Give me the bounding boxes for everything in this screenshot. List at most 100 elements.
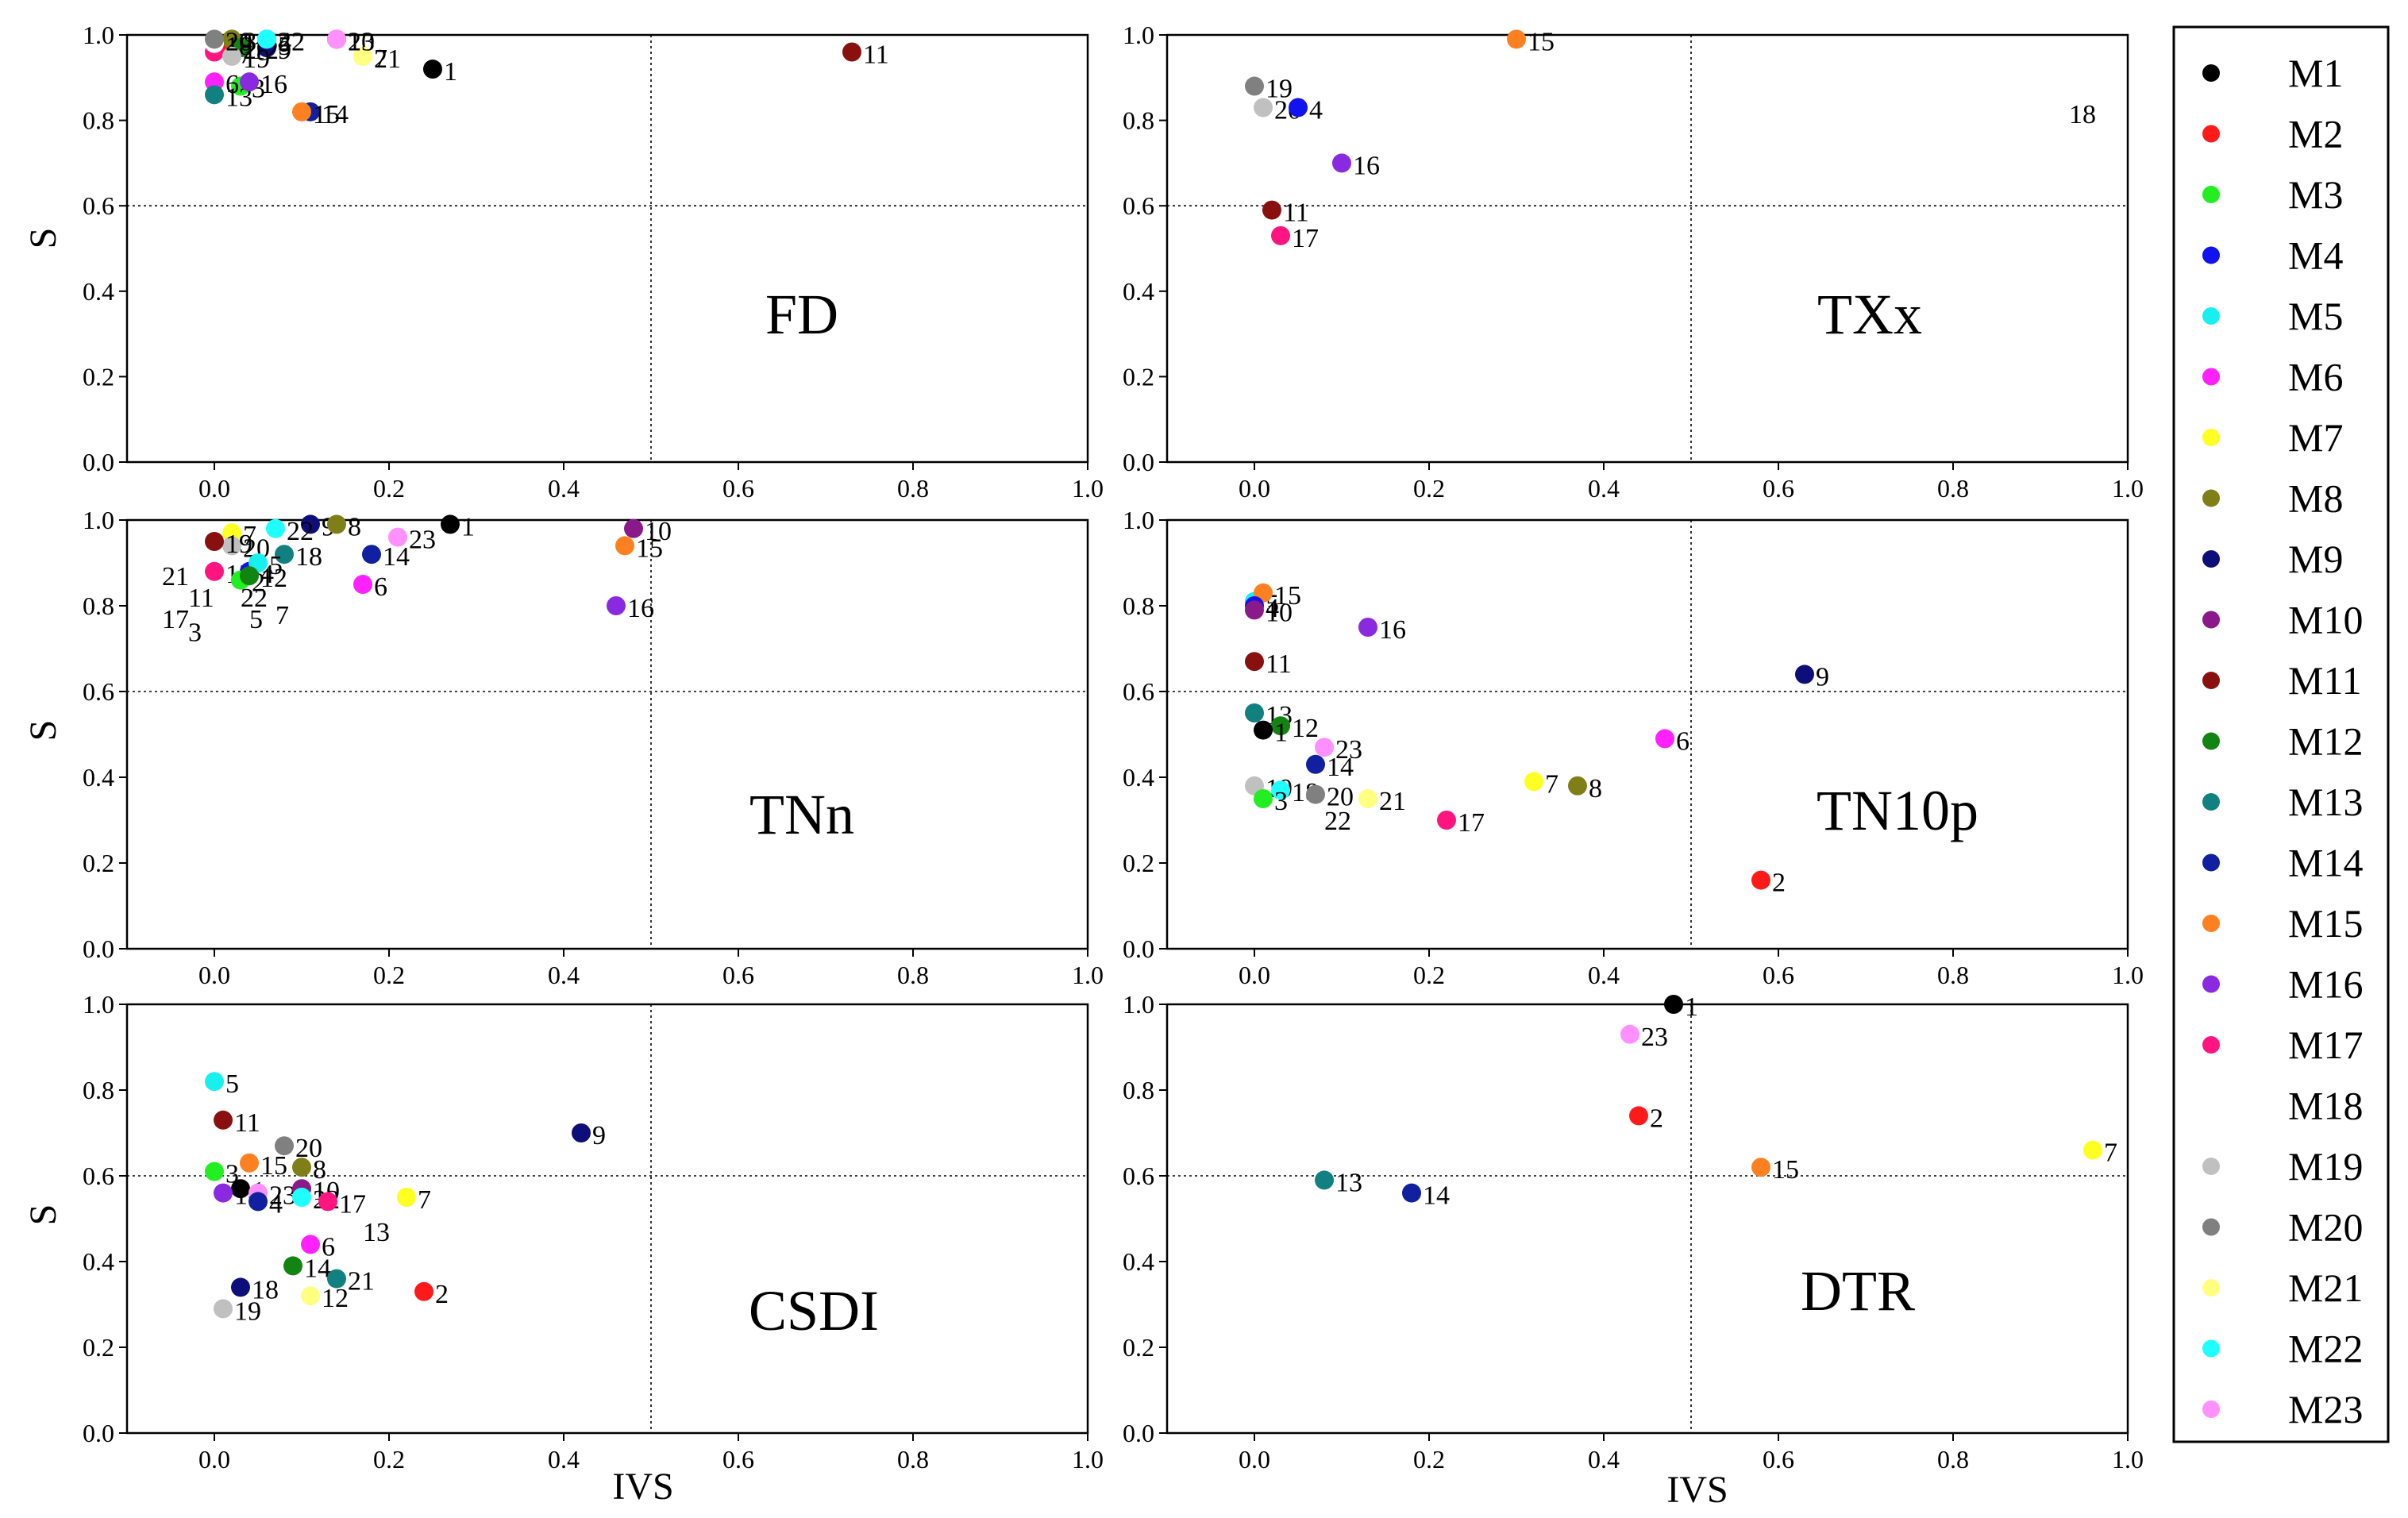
legend-label-m17: M17 xyxy=(2288,1023,2363,1067)
legend-label-m2: M2 xyxy=(2288,112,2343,156)
point-m23 xyxy=(388,527,407,547)
x-tick-label: 1.0 xyxy=(1072,474,1104,503)
point-m19 xyxy=(222,46,241,66)
y-tick-label: 0.0 xyxy=(1123,448,1154,476)
point-label: 19 xyxy=(1266,75,1293,104)
point-m22 xyxy=(292,1188,311,1207)
point-m13 xyxy=(1315,1170,1334,1190)
legend-label-m11: M11 xyxy=(2288,658,2362,703)
x-tick-label: 0.0 xyxy=(198,1445,230,1474)
x-tick-label: 0.0 xyxy=(1239,474,1270,503)
point-m17 xyxy=(318,1192,337,1212)
point-m17 xyxy=(205,561,224,581)
point-label: 2 xyxy=(435,1280,449,1309)
point-m3 xyxy=(205,1162,224,1181)
legend-label-m6: M6 xyxy=(2288,355,2343,399)
x-tick-label: 0.8 xyxy=(897,1445,929,1474)
y-tick-label: 0.6 xyxy=(83,677,114,706)
x-tick-label: 1.0 xyxy=(2112,961,2144,989)
legend: M1 M2 M3 M4 M5 M6 M7 M8 M9 M10 M11 M12 M13 M14 M15 M16 M… xyxy=(2172,25,2390,1443)
legend-marker-m8 xyxy=(2202,489,2220,507)
point-m2 xyxy=(1751,870,1770,890)
y-tick-label: 0.0 xyxy=(83,448,114,476)
x-tick-label: 0.6 xyxy=(722,961,754,989)
x-tick-label: 0.2 xyxy=(373,1445,405,1474)
point-label: 6 xyxy=(374,572,387,602)
point-label: 5 xyxy=(269,551,283,580)
x-tick-label: 0.6 xyxy=(722,1445,754,1474)
point-m17 xyxy=(1271,225,1290,245)
y-tick-label: 0.4 xyxy=(1123,1247,1154,1276)
point-label: 7 xyxy=(1545,769,1558,799)
y-tick-label: 0.6 xyxy=(83,1162,114,1190)
y-tick-label: 1.0 xyxy=(83,506,114,534)
point-label: 15 xyxy=(313,100,340,129)
x-tick-label: 0.2 xyxy=(373,961,405,989)
x-tick-label: 0.2 xyxy=(1413,1445,1445,1474)
legend-marker-m2 xyxy=(2202,125,2220,143)
x-tick-label: 0.6 xyxy=(1763,1445,1794,1474)
panel-csdi: 0.0 0.2 0.4 0.6 0.8 1.0 0.0 0.2 0.4 0.6 0.8 1.0 CSDI… xyxy=(83,990,1104,1474)
legend-marker-m16 xyxy=(2202,975,2220,993)
plot-area xyxy=(125,518,1089,950)
point-label: 10 xyxy=(645,517,672,546)
y-tick-label: 0.8 xyxy=(83,106,114,135)
panel-dtr: 0.0 0.2 0.4 0.6 0.8 1.0 0.0 0.2 0.4 0.6 0.8 1.0 DTR 1… xyxy=(1123,990,2144,1474)
point-label: 14 xyxy=(322,100,349,129)
point-label: 23 xyxy=(348,27,375,56)
panel-title: TNn xyxy=(749,783,854,846)
x-tick-label: 1.0 xyxy=(1072,961,1104,989)
point-m1 xyxy=(441,514,460,534)
point-label: 10 xyxy=(1266,598,1293,627)
point-m13 xyxy=(1245,703,1264,722)
legend-label-m8: M8 xyxy=(2288,476,2343,521)
legend-label-m7: M7 xyxy=(2288,415,2343,460)
legend-label-m20: M20 xyxy=(2288,1205,2363,1250)
point-m5 xyxy=(205,1072,224,1092)
y-axis-title-row3: S xyxy=(22,1204,64,1226)
x-tick-label: 0.4 xyxy=(1588,474,1620,503)
point-label: 11 xyxy=(188,584,214,613)
point-label: 23 xyxy=(1641,1023,1668,1052)
point-label: 16 xyxy=(260,70,287,99)
point-m20 xyxy=(275,1136,294,1156)
point-m13 xyxy=(275,545,294,564)
x-axis-title-left: IVS xyxy=(612,1466,673,1508)
point-label: 3 xyxy=(188,618,202,647)
point-label: 2 xyxy=(1650,1104,1663,1133)
point-m6 xyxy=(353,575,372,594)
legend-label-m10: M10 xyxy=(2288,598,2363,642)
legend-marker-m22 xyxy=(2202,1339,2220,1358)
point-label: 18 xyxy=(295,542,322,572)
point-m9 xyxy=(1795,665,1814,684)
legend-label-m21: M21 xyxy=(2288,1266,2363,1310)
point-label: 15 xyxy=(1274,581,1301,611)
legend-label-m15: M15 xyxy=(2288,901,2363,946)
point-m23 xyxy=(1620,1024,1639,1044)
point-label: 7 xyxy=(243,521,256,550)
legend-label-m22: M22 xyxy=(2288,1327,2363,1371)
plot-area xyxy=(1165,33,2129,464)
panel-title: DTR xyxy=(1801,1259,1915,1323)
x-tick-label: 0.0 xyxy=(1239,961,1270,989)
point-label: 21 xyxy=(162,562,189,591)
point-label: 16 xyxy=(627,594,654,623)
y-tick-label: 0.2 xyxy=(1123,362,1154,391)
y-tick-label: 0.2 xyxy=(83,362,114,391)
point-m2 xyxy=(414,1281,433,1301)
point-label: 19 xyxy=(225,530,252,559)
y-tick-label: 0.0 xyxy=(83,1419,114,1447)
x-tick-label: 0.0 xyxy=(198,474,230,503)
point-label: 9 xyxy=(1816,662,1829,692)
y-axis-title-row2: S xyxy=(22,720,64,742)
point-label: 23 xyxy=(269,1181,296,1211)
point-m12 xyxy=(283,1256,302,1276)
panel-title: TXx xyxy=(1817,283,1922,346)
point-label: 11 xyxy=(863,40,889,70)
legend-label-m12: M12 xyxy=(2288,719,2363,764)
y-tick-label: 0.4 xyxy=(83,1247,114,1276)
point-label: 5 xyxy=(249,605,263,634)
legend-marker-m20 xyxy=(2202,1218,2220,1236)
y-tick-label: 0.8 xyxy=(1123,591,1154,620)
legend-label-m19: M19 xyxy=(2288,1144,2363,1189)
